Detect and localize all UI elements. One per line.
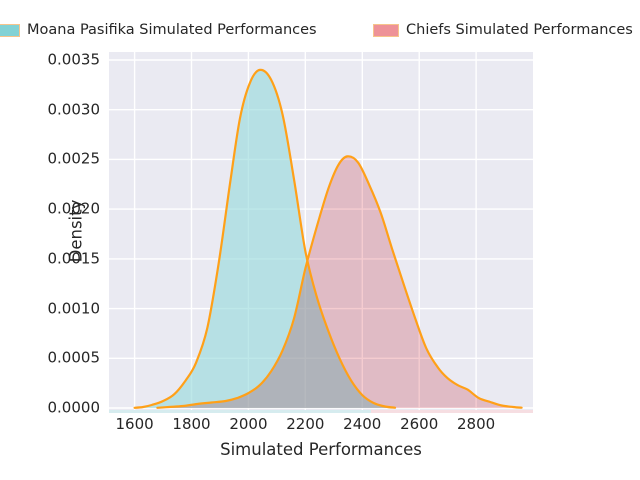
y-tick-label: 0.0035 (47, 50, 101, 69)
y-tick-label: 0.0000 (47, 398, 101, 417)
y-tick-label: 0.0015 (47, 249, 101, 268)
x-tick-label: 2800 (456, 415, 496, 433)
moana-color-swatch-icon (0, 24, 20, 37)
x-tick-label: 2400 (343, 415, 382, 433)
x-axis-title: Simulated Performances (220, 440, 422, 459)
density-curve-chiefs (156, 155, 523, 409)
legend-item-chiefs: Chiefs Simulated Performances (373, 22, 633, 39)
baseline-strip-moana (109, 410, 371, 413)
density-fill-moana (134, 69, 395, 408)
y-tick-label: 0.0005 (47, 348, 101, 367)
y-tick-label: 0.0025 (47, 149, 101, 168)
y-tick-label: 0.0020 (47, 199, 101, 218)
chiefs-color-swatch-icon (373, 24, 399, 37)
legend-label-moana: Moana Pasifika Simulated Performances (27, 22, 317, 38)
baseline-strip-chiefs (371, 410, 533, 413)
x-tick-label: 2000 (229, 415, 268, 433)
x-tick-label: 2600 (400, 415, 439, 433)
y-tick-label: 0.0030 (47, 100, 101, 119)
plot-area (109, 52, 533, 410)
density-curve-moana (133, 68, 397, 409)
y-tick-label: 0.0010 (47, 299, 101, 318)
x-tick-label: 1600 (115, 415, 154, 433)
legend-label-chiefs: Chiefs Simulated Performances (406, 22, 633, 38)
legend-item-moana: Moana Pasifika Simulated Performances (0, 22, 317, 39)
x-tick-label: 1800 (172, 415, 211, 433)
density-fill-chiefs (157, 156, 522, 408)
kde-chart-svg (109, 52, 533, 410)
x-tick-label: 2200 (286, 415, 325, 433)
